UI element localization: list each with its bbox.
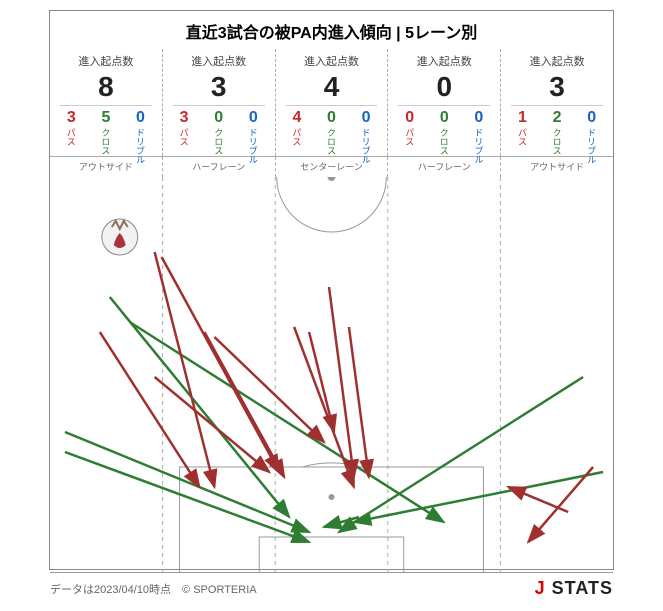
bd-pass: 0 パス	[403, 110, 416, 164]
lane-stat-0: 進入起点数 8 3 パス 5 クロス 0 ドリブル	[50, 49, 163, 156]
bd-cross: 5 クロス	[99, 110, 112, 164]
breakdown: 1 パス 2 クロス 0 ドリブル	[503, 110, 611, 164]
lane-name-3: ハーフレーン	[388, 157, 501, 177]
chart-title: 直近3試合の被PA内進入傾向 | 5レーン別	[50, 11, 613, 49]
stat-label: 進入起点数	[52, 53, 160, 69]
bd-pass: 3 パス	[65, 110, 78, 164]
bd-pass: 3 パス	[178, 110, 191, 164]
chart-card: 直近3試合の被PA内進入傾向 | 5レーン別 進入起点数 8 3 パス 5 クロ…	[49, 10, 614, 570]
stat-label: 進入起点数	[503, 53, 611, 69]
lane-name-2: センターレーン	[276, 157, 389, 177]
stat-label: 進入起点数	[165, 53, 273, 69]
stat-total: 8	[60, 71, 152, 106]
bd-dribble: 0 ドリブル	[472, 110, 485, 164]
team-logo-icon	[102, 219, 138, 255]
stat-label: 進入起点数	[390, 53, 498, 69]
brand-stats: STATS	[546, 578, 613, 598]
bd-pass: 1 パス	[516, 110, 529, 164]
chart-container: 直近3試合の被PA内進入傾向 | 5レーン別 進入起点数 8 3 パス 5 クロ…	[0, 0, 663, 611]
stat-total: 3	[173, 71, 265, 106]
breakdown: 4 パス 0 クロス 0 ドリブル	[278, 110, 386, 164]
breakdown: 3 パス 5 クロス 0 ドリブル	[52, 110, 160, 164]
lane-name-1: ハーフレーン	[163, 157, 276, 177]
breakdown: 3 パス 0 クロス 0 ドリブル	[165, 110, 273, 164]
bd-dribble: 0 ドリブル	[134, 110, 147, 164]
brand-logo: J STATS	[535, 578, 613, 599]
lane-names-row: アウトサイドハーフレーンセンターレーンハーフレーンアウトサイド	[50, 157, 613, 177]
brand-j: J	[535, 578, 546, 598]
bd-pass: 4 パス	[290, 110, 303, 164]
stats-row: 進入起点数 8 3 パス 5 クロス 0 ドリブル 進入起点数 3 3 パス	[50, 49, 613, 157]
lane-stat-1: 進入起点数 3 3 パス 0 クロス 0 ドリブル	[163, 49, 276, 156]
stat-total: 4	[286, 71, 378, 106]
bd-dribble: 0 ドリブル	[585, 110, 598, 164]
pitch-svg	[50, 177, 613, 573]
bd-cross: 0 クロス	[438, 110, 451, 164]
lane-stat-4: 進入起点数 3 1 パス 2 クロス 0 ドリブル	[501, 49, 613, 156]
stat-label: 進入起点数	[278, 53, 386, 69]
stat-total: 3	[511, 71, 603, 106]
footer: データは2023/04/10時点 © SPORTERIA J STATS	[0, 578, 663, 599]
lane-stat-3: 進入起点数 0 0 パス 0 クロス 0 ドリブル	[388, 49, 501, 156]
lane-name-0: アウトサイド	[50, 157, 163, 177]
pitch-area	[50, 177, 613, 573]
bd-cross: 2 クロス	[551, 110, 564, 164]
stat-total: 0	[398, 71, 490, 106]
bd-dribble: 0 ドリブル	[247, 110, 260, 164]
lane-name-4: アウトサイド	[501, 157, 613, 177]
bd-cross: 0 クロス	[325, 110, 338, 164]
bd-dribble: 0 ドリブル	[360, 110, 373, 164]
lane-stat-2: 進入起点数 4 4 パス 0 クロス 0 ドリブル	[276, 49, 389, 156]
breakdown: 0 パス 0 クロス 0 ドリブル	[390, 110, 498, 164]
footer-text: データは2023/04/10時点 © SPORTERIA	[50, 581, 257, 597]
bd-cross: 0 クロス	[212, 110, 225, 164]
